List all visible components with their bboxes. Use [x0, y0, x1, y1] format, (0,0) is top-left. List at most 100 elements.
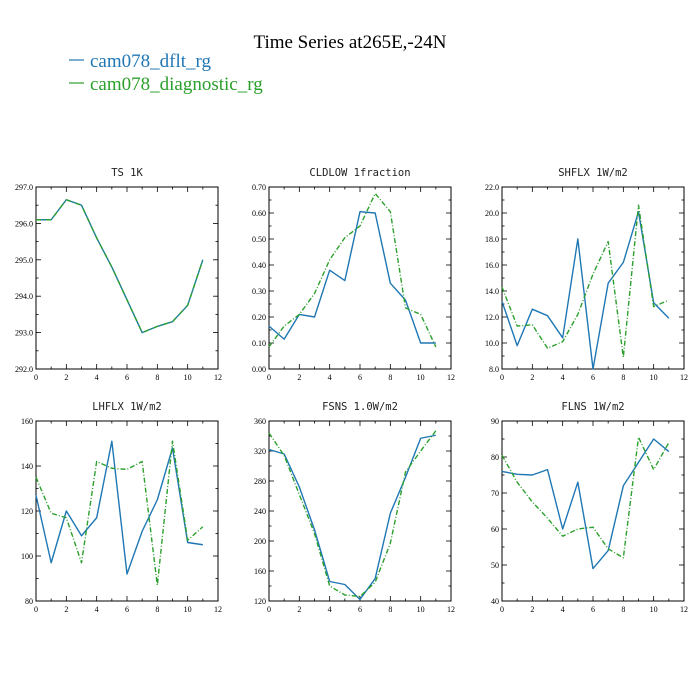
- x-tick-label: 2: [64, 605, 68, 614]
- x-tick-label: 10: [417, 373, 425, 382]
- x-tick-label: 12: [680, 605, 688, 614]
- x-tick-label: 12: [214, 605, 222, 614]
- y-tick-label: 60: [491, 525, 499, 534]
- y-tick-label: 10.0: [485, 339, 499, 348]
- panel-title: LHFLX 1W/m2: [92, 401, 162, 413]
- legend-label-dflt: cam078_dflt_rg: [90, 51, 212, 72]
- y-tick-label: 120: [21, 507, 33, 516]
- x-tick-label: 4: [561, 373, 565, 382]
- y-tick-label: 140: [21, 462, 33, 471]
- x-tick-label: 0: [267, 605, 271, 614]
- y-tick-label: 295.0: [15, 256, 33, 265]
- y-tick-label: 120: [254, 597, 266, 606]
- x-tick-label: 12: [447, 373, 455, 382]
- series-line-cam078-dflt-rg: [268, 434, 436, 601]
- x-tick-label: 4: [328, 373, 332, 382]
- x-tick-label: 2: [297, 605, 301, 614]
- x-tick-label: 12: [214, 373, 222, 382]
- y-tick-label: 8.0: [489, 365, 499, 374]
- x-tick-label: 12: [447, 605, 455, 614]
- x-tick-label: 0: [267, 373, 271, 382]
- y-tick-label: 200: [254, 537, 266, 546]
- series-line-cam078-dflt-rg: [36, 199, 204, 334]
- series-line-cam078-dflt-rg: [501, 438, 670, 570]
- chart-panel-3: SHFLX 1W/m2 0 2 4 6 8 10 12 8.0 10.0 12.0 14.0 16.0 1…: [485, 167, 688, 382]
- plot-frame: [35, 186, 219, 370]
- y-tick-label: 360: [254, 417, 266, 426]
- panel-title: FSNS 1.0W/m2: [322, 401, 398, 413]
- y-tick-label: 292.0: [15, 365, 33, 374]
- x-tick-label: 8: [388, 605, 392, 614]
- series-line-cam078-dflt-rg: [35, 440, 203, 575]
- x-tick-label: 6: [358, 605, 362, 614]
- figure-legend: cam078_dflt_rg cam078_diagnostic_rg: [69, 51, 263, 95]
- x-tick-label: 6: [125, 373, 129, 382]
- series-line-cam078-diagnostic-rg: [501, 436, 670, 559]
- y-tick-label: 0.10: [252, 339, 266, 348]
- figure-title: Time Series at265E,-24N: [254, 32, 447, 53]
- y-tick-label: 160: [254, 567, 266, 576]
- x-tick-label: 4: [561, 605, 565, 614]
- y-tick-label: 0.40: [252, 261, 266, 270]
- y-tick-label: 80: [25, 597, 33, 606]
- y-tick-label: 0.30: [252, 287, 266, 296]
- chart-panel-1: TS 1K 0 2 4 6 8 10 12 292.0 293.0 294.0 295.0 296.0 2…: [15, 167, 222, 382]
- x-tick-label: 0: [34, 605, 38, 614]
- y-tick-label: 50: [491, 561, 499, 570]
- y-tick-label: 18.0: [485, 235, 499, 244]
- x-tick-label: 10: [417, 605, 425, 614]
- y-tick-label: 22.0: [485, 183, 499, 192]
- x-tick-label: 4: [328, 605, 332, 614]
- x-tick-label: 2: [530, 605, 534, 614]
- x-tick-label: 10: [650, 605, 658, 614]
- legend-label-diagnostic: cam078_diagnostic_rg: [90, 74, 263, 95]
- x-tick-label: 8: [155, 373, 159, 382]
- y-tick-label: 16.0: [485, 261, 499, 270]
- y-tick-label: 296.0: [15, 219, 33, 228]
- x-tick-label: 0: [500, 605, 504, 614]
- y-tick-label: 293.0: [15, 329, 33, 338]
- chart-panel-6: FLNS 1W/m2 0 2 4 6 8 10 12 40 50 60 70 80 90: [491, 401, 688, 614]
- x-tick-label: 2: [530, 373, 534, 382]
- x-tick-label: 8: [388, 373, 392, 382]
- plot-frame: [501, 186, 685, 370]
- series-line-cam078-dflt-rg: [501, 210, 670, 370]
- y-tick-label: 0.20: [252, 313, 266, 322]
- panel-title: CLDLOW 1fraction: [309, 167, 410, 179]
- y-tick-label: 297.0: [15, 183, 33, 192]
- panel-title: FLNS 1W/m2: [561, 401, 624, 413]
- series-line-cam078-diagnostic-rg: [501, 204, 670, 358]
- y-tick-label: 280: [254, 477, 266, 486]
- x-tick-label: 4: [95, 373, 99, 382]
- chart-panel-2: CLDLOW 1fraction 0 2 4 6 8 10 12 0.00 0.10 0.20 0.3…: [252, 167, 455, 382]
- y-tick-label: 0.50: [252, 235, 266, 244]
- x-tick-label: 6: [591, 373, 595, 382]
- y-tick-label: 14.0: [485, 287, 499, 296]
- y-tick-label: 320: [254, 447, 266, 456]
- x-tick-label: 10: [650, 373, 658, 382]
- chart-panel-5: FSNS 1.0W/m2 0 2 4 6 8 10 12 120 160 200 240 280 320 3…: [254, 401, 455, 614]
- y-tick-label: 70: [491, 489, 499, 498]
- x-tick-label: 12: [680, 373, 688, 382]
- y-tick-label: 12.0: [485, 313, 499, 322]
- panel-grid: TS 1K 0 2 4 6 8 10 12 292.0 293.0 294.0 295.0 296.0 2…: [15, 167, 688, 614]
- x-tick-label: 8: [155, 605, 159, 614]
- x-tick-label: 2: [64, 373, 68, 382]
- y-tick-label: 294.0: [15, 292, 33, 301]
- y-tick-label: 0.60: [252, 209, 266, 218]
- y-tick-label: 40: [491, 597, 499, 606]
- panel-title: TS 1K: [111, 167, 143, 179]
- x-tick-label: 8: [621, 373, 625, 382]
- x-tick-label: 6: [358, 373, 362, 382]
- y-tick-label: 240: [254, 507, 266, 516]
- y-tick-label: 100: [21, 552, 33, 561]
- y-tick-label: 90: [491, 417, 499, 426]
- y-tick-label: 0.70: [252, 183, 266, 192]
- y-tick-label: 0.00: [252, 365, 266, 374]
- x-tick-label: 4: [95, 605, 99, 614]
- y-tick-label: 80: [491, 453, 499, 462]
- panel-title: SHFLX 1W/m2: [558, 167, 628, 179]
- x-tick-label: 6: [591, 605, 595, 614]
- x-tick-label: 0: [500, 373, 504, 382]
- x-tick-label: 10: [184, 373, 192, 382]
